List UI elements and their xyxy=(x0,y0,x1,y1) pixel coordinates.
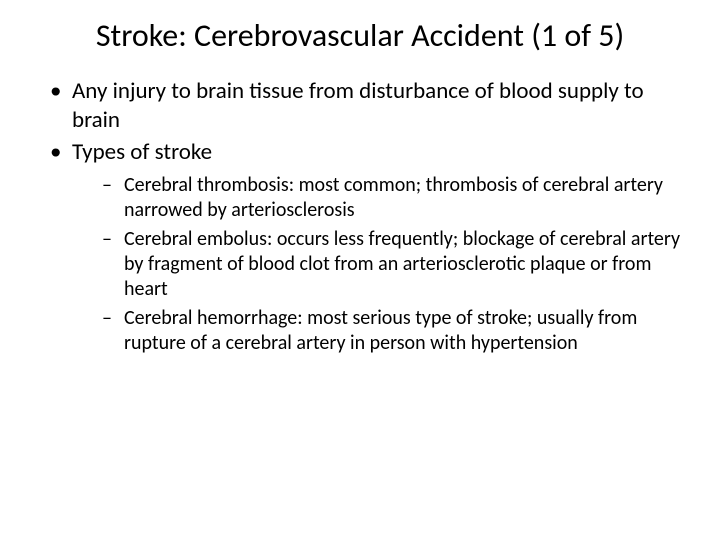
bullet-list-level1: Any injury to brain tissue from disturba… xyxy=(40,77,680,356)
bullet-text: Types of stroke xyxy=(72,138,212,166)
sub-bullet-item: Cerebral thrombosis: most common; thromb… xyxy=(102,173,680,223)
bullet-item: Any injury to brain tissue from disturba… xyxy=(50,77,680,135)
slide-title: Stroke: Cerebrovascular Accident (1 of 5… xyxy=(40,18,680,55)
sub-bullet-item: Cerebral hemorrhage: most serious type o… xyxy=(102,306,680,356)
bullet-item: Types of stroke Cerebral thrombosis: mos… xyxy=(50,138,680,356)
bullet-list-level2: Cerebral thrombosis: most common; thromb… xyxy=(72,173,680,356)
sub-bullet-item: Cerebral embolus: occurs less frequently… xyxy=(102,227,680,302)
slide-container: Stroke: Cerebrovascular Accident (1 of 5… xyxy=(0,0,720,540)
